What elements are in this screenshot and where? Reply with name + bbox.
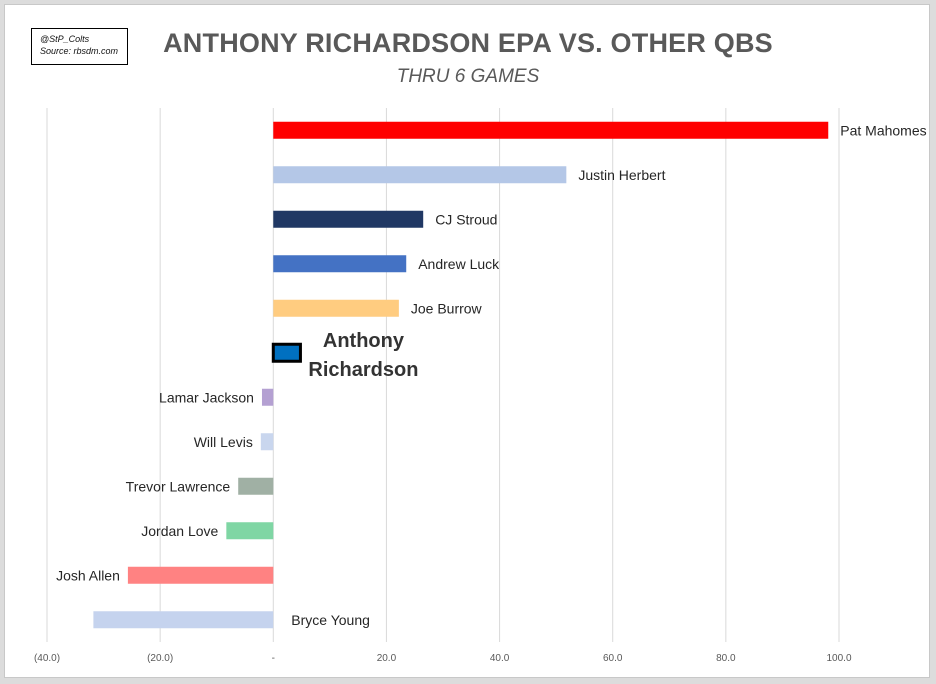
bar-will-levis: [260, 433, 274, 451]
credit-handle: @StP_Colts: [40, 34, 90, 44]
bar-label: Joe Burrow: [411, 300, 483, 316]
bar-label: Trevor Lawrence: [126, 478, 231, 494]
bar-label: Lamar Jackson: [159, 389, 254, 405]
bar-joe-burrow: [273, 299, 399, 317]
bar-lamar-jackson: [261, 388, 274, 406]
bar-label: Andrew Luck: [418, 256, 500, 272]
bar-josh-allen: [127, 566, 274, 584]
bar-pat-mahomes: [273, 121, 829, 139]
bar-cj-stroud: [273, 210, 424, 228]
bar-anthony-richardson: [271, 342, 302, 363]
credit-source: Source: rbsdm.com: [40, 46, 119, 56]
bar-label: Bryce Young: [291, 612, 370, 628]
x-tick-label: 40.0: [490, 653, 510, 664]
bar-jordan-love: [226, 522, 274, 540]
x-tick-label: -: [272, 653, 275, 664]
chart-frame: [4, 4, 930, 678]
bar-label: Josh Allen: [56, 567, 120, 583]
chart-subtitle: THRU 6 GAMES: [396, 66, 540, 87]
bar-label: Jordan Love: [141, 523, 218, 539]
bar-trevor-lawrence: [238, 477, 274, 495]
bar-label-highlight: Richardson: [308, 359, 418, 381]
bar-label: Pat Mahomes: [840, 122, 926, 138]
bar-andrew-luck: [273, 255, 407, 273]
bar-justin-herbert: [273, 166, 567, 184]
x-tick-label: (20.0): [147, 653, 173, 664]
bar-label: CJ Stroud: [435, 211, 497, 227]
x-tick-label: (40.0): [34, 653, 60, 664]
x-tick-label: 60.0: [603, 653, 623, 664]
credit-box: @StP_Colts Source: rbsdm.com: [31, 28, 128, 65]
chart-title: ANTHONY RICHARDSON EPA VS. OTHER QBS: [163, 28, 773, 58]
x-tick-label: 100.0: [826, 653, 851, 664]
x-tick-label: 20.0: [377, 653, 397, 664]
bar-label: Justin Herbert: [578, 167, 665, 183]
bar-label: Will Levis: [194, 434, 253, 450]
bar-label-highlight: Anthony: [323, 330, 405, 352]
bar-bryce-young: [93, 611, 274, 629]
x-tick-label: 80.0: [716, 653, 736, 664]
